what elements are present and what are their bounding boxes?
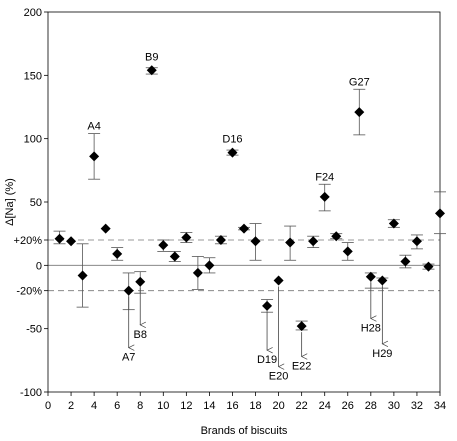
point-label: G27 xyxy=(349,76,370,88)
data-point xyxy=(296,321,307,332)
x-tick-label: 26 xyxy=(342,400,354,412)
data-point xyxy=(331,231,342,242)
data-point xyxy=(135,276,146,287)
x-tick-label: 20 xyxy=(272,400,284,412)
data-point xyxy=(227,147,238,158)
point-label: A4 xyxy=(87,121,100,133)
data-point xyxy=(215,235,226,245)
point-label: F24 xyxy=(315,171,334,183)
data-point xyxy=(89,151,100,162)
data-point xyxy=(77,270,88,281)
x-tick-label: 12 xyxy=(180,400,192,412)
data-point xyxy=(181,232,192,243)
plot-frame xyxy=(47,11,441,393)
y-tick-label: -20% xyxy=(16,286,42,298)
data-point xyxy=(319,191,330,202)
data-point xyxy=(285,237,296,248)
data-point xyxy=(423,261,434,272)
data-point xyxy=(377,275,388,286)
x-tick-label: 24 xyxy=(319,400,331,412)
point-label: H29 xyxy=(372,348,392,360)
x-axis-label: Brands of biscuits xyxy=(201,425,288,437)
y-tick-label: -100 xyxy=(20,387,42,399)
data-point xyxy=(112,248,123,259)
y-tick-label: 150 xyxy=(24,70,42,82)
x-tick-label: 6 xyxy=(114,400,120,412)
point-label: E20 xyxy=(269,371,289,383)
data-point xyxy=(273,275,284,286)
point-label: B8 xyxy=(134,329,147,341)
x-tick-label: 0 xyxy=(45,400,51,412)
x-tick-label: 2 xyxy=(68,400,74,412)
point-label: A7 xyxy=(122,352,135,364)
data-point xyxy=(192,267,203,278)
y-tick-label: +20% xyxy=(14,235,43,247)
data-point xyxy=(342,246,353,257)
data-point xyxy=(250,236,261,247)
data-point xyxy=(54,233,65,244)
x-tick-label: 8 xyxy=(137,400,143,412)
x-tick-label: 18 xyxy=(249,400,261,412)
data-point xyxy=(354,107,365,118)
x-tick-label: 32 xyxy=(411,400,423,412)
point-label: D19 xyxy=(257,354,277,366)
data-point xyxy=(123,285,134,296)
x-tick-label: 16 xyxy=(226,400,238,412)
x-tick-label: 14 xyxy=(203,400,215,412)
data-point xyxy=(239,223,249,234)
x-tick-label: 10 xyxy=(157,400,169,412)
data-point xyxy=(262,300,273,311)
data-point xyxy=(308,236,319,247)
point-label: D16 xyxy=(222,134,242,146)
data-points xyxy=(54,65,445,332)
point-label: H28 xyxy=(361,323,381,335)
point-label: B9 xyxy=(145,51,158,63)
y-tick-label: 50 xyxy=(30,197,42,209)
data-point xyxy=(158,240,169,251)
data-point xyxy=(411,236,422,247)
data-point xyxy=(365,271,376,282)
y-tick-label: 200 xyxy=(24,7,42,19)
point-label: E22 xyxy=(292,361,312,373)
x-tick-label: 34 xyxy=(434,400,446,412)
data-point xyxy=(204,260,215,271)
data-point xyxy=(169,251,180,262)
data-point xyxy=(146,65,157,76)
y-tick-label: -50 xyxy=(26,324,42,336)
x-tick-label: 30 xyxy=(388,400,400,412)
y-tick-label: 0 xyxy=(36,260,42,272)
x-tick-label: 4 xyxy=(91,400,97,412)
data-point xyxy=(100,223,111,234)
data-point xyxy=(400,256,411,267)
data-point xyxy=(66,236,77,247)
y-axis-label: Δ[Na] (%) xyxy=(4,178,16,226)
data-point xyxy=(388,218,399,229)
y-tick-label: 100 xyxy=(24,134,42,146)
reference-lines xyxy=(48,239,440,292)
data-point xyxy=(435,208,445,219)
x-tick-label: 22 xyxy=(296,400,308,412)
x-tick-label: 28 xyxy=(365,400,377,412)
